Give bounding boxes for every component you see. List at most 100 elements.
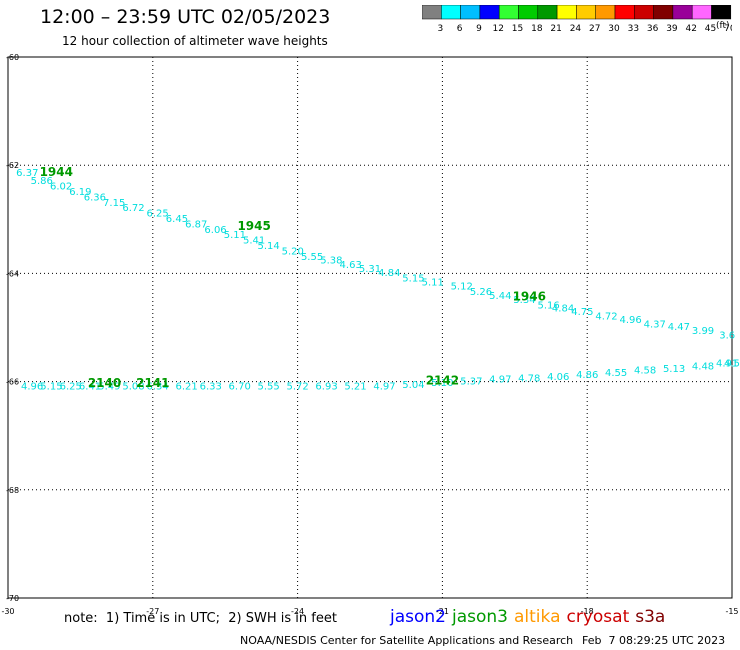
wave-height-value: 5.49 [98, 382, 120, 393]
scale-label: 39 [666, 24, 678, 34]
wave-height-value: 7.15 [103, 198, 125, 209]
longitude-tick-label: -30 [1, 607, 14, 616]
map-subtitle: 12 hour collection of altimeter wave hei… [62, 34, 328, 48]
satellite-legend: jason2 jason3 altika cryosat s3a [390, 607, 671, 627]
wave-height-value: 6.70 [229, 382, 251, 393]
scale-label: 24 [570, 24, 582, 34]
pass-time-label: 2141 [136, 376, 169, 390]
longitude-tick-label: -27 [146, 607, 159, 616]
wave-height-value: 6.93 [315, 382, 337, 393]
longitude-tick-label: -21 [436, 607, 449, 616]
wave-height-value: 3.99 [692, 326, 714, 337]
wave-height-value: 5.14 [258, 241, 280, 252]
pass-time-label: 2140 [88, 376, 121, 390]
pass-time-label: 1946 [513, 289, 546, 303]
wave-height-value: 4.84 [378, 268, 400, 279]
wave-height-value: 6.45 [166, 214, 188, 225]
wave-height-value: 6.41 [79, 382, 101, 393]
generation-timestamp: Feb 7 08:29:25 UTC 2023 [582, 634, 726, 647]
scale-label: 6 [457, 24, 463, 34]
scale-label: 42 [686, 24, 697, 34]
wave-height-value: 5.04 [402, 380, 424, 391]
latitude-tick-label: -60 [6, 53, 19, 62]
wave-height-value: 4.5 [724, 358, 740, 369]
wave-height-value: 4.97 [489, 375, 511, 386]
wave-height-value: 5.12 [451, 282, 473, 293]
satellite-legend-jason3: jason3 [452, 607, 508, 627]
wave-height-value: 5.20 [282, 246, 304, 257]
wave-height-value: 4.97 [373, 382, 395, 393]
wave-height-value: 5.55 [258, 382, 280, 393]
longitude-tick-label: -24 [291, 607, 304, 616]
wave-height-value: 4.75 [571, 307, 593, 318]
wave-height-value: 5.41 [243, 236, 265, 247]
wave-height-value: 5.55 [301, 252, 323, 263]
scale-label: 70 [724, 24, 732, 34]
wave-height-value: 4.47 [668, 322, 690, 333]
wave-height-value: 5.08 [122, 382, 144, 393]
wave-height-value: 5.72 [286, 382, 308, 393]
scale-swatch [711, 5, 732, 20]
wave-height-value: 5.16 [537, 301, 559, 312]
wave-height-color-scale: 36912151821242730333639424570 [422, 5, 732, 34]
scale-label: 21 [550, 24, 561, 34]
wave-height-value: 6.87 [185, 219, 207, 230]
latitude-tick-label: -70 [6, 594, 19, 603]
scale-label: 3 [437, 24, 443, 34]
wave-height-value: 6.33 [200, 382, 222, 393]
wave-height-value: 4.72 [595, 311, 617, 322]
wave-height-value: 6.36 [84, 192, 106, 203]
wave-height-value: 6.21 [175, 382, 197, 393]
wave-height-value: 6.02 [50, 182, 72, 193]
scale-label: 30 [608, 24, 620, 34]
wave-height-value: 4.63 [340, 260, 362, 271]
scale-label: 45 [705, 24, 716, 34]
wave-height-value: 6.19 [69, 187, 91, 198]
satellite-legend-altika: altika [514, 607, 561, 627]
scale-units-label: (ft) [716, 21, 730, 31]
satellite-legend-jason2: jason2 [390, 607, 446, 627]
scale-label: 18 [531, 24, 543, 34]
footer-note: note: 1) Time is in UTC; 2) SWH is in fe… [64, 611, 337, 626]
wave-height-value: 5.15 [402, 274, 424, 285]
map-frame [7, 56, 733, 599]
latitude-tick-label: -68 [6, 486, 19, 495]
latitude-tick-label: -64 [6, 269, 19, 278]
wave-height-value: 4.86 [576, 370, 598, 381]
wave-height-value: 4.58 [634, 365, 656, 376]
wave-height-value: 5.11 [224, 230, 246, 241]
wave-height-value: 4.96 [21, 382, 43, 393]
wave-height-value: 4.37 [644, 320, 666, 331]
wave-height-value: 6.25 [60, 382, 82, 393]
wave-height-value: 5.86 [31, 176, 53, 187]
wave-height-value: 6.25 [146, 209, 168, 220]
scale-label: 33 [628, 24, 639, 34]
scale-label: 36 [647, 24, 659, 34]
latitude-tick-label: -62 [6, 161, 19, 170]
wave-height-value: 5.38 [320, 256, 342, 267]
wave-height-value: 5.37 [460, 376, 482, 387]
wave-height-value: 6.34 [146, 382, 168, 393]
wave-height-value: 4.06 [547, 372, 569, 383]
wave-height-value: 5.34 [513, 295, 535, 306]
scale-label: 9 [476, 24, 482, 34]
credit-line: NOAA/NESDIS Center for Satellite Applica… [240, 634, 574, 647]
wave-height-value: 4.91 [716, 358, 738, 369]
wave-height-value: 5.15 [40, 382, 62, 393]
wave-height-value: 6.37 [16, 168, 38, 179]
latitude-tick-label: -66 [6, 378, 19, 387]
wave-height-value: 5.10 [431, 378, 453, 389]
wave-height-value: 5.13 [663, 364, 685, 375]
wave-height-value: 3.6 [719, 330, 735, 341]
scale-label: 27 [589, 24, 600, 34]
wave-height-value: 5.21 [344, 382, 366, 393]
wave-height-value: 5.31 [359, 264, 381, 275]
wave-height-value: 5.44 [489, 291, 511, 302]
wave-height-value: 4.96 [620, 315, 642, 326]
longitude-tick-label: -15 [725, 607, 738, 616]
scale-label: 15 [512, 24, 523, 34]
satellite-legend-cryosat: cryosat [566, 607, 630, 627]
wave-height-value: 5.11 [422, 277, 444, 288]
wave-height-value: 5.26 [470, 287, 492, 298]
